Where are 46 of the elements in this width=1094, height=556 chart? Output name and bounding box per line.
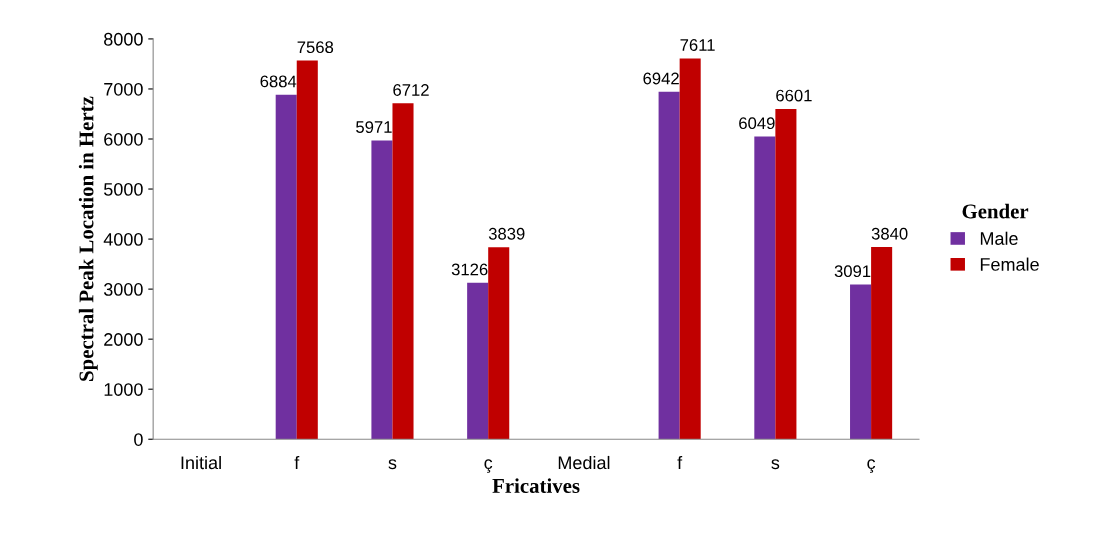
x-tick-label: ç [867,459,876,473]
bar [679,58,701,440]
data-label: 6049 [739,117,775,130]
x-tick-label: s [388,459,397,470]
data-label: 3839 [488,227,525,240]
x-axis-title: Fricatives [492,478,580,493]
x-tick-label: s [771,459,780,470]
data-label: 5971 [356,121,392,133]
y-tick-label: 6000 [104,132,143,146]
legend-label: Female [980,257,1039,271]
data-label: 6601 [776,89,812,102]
y-tick-label: 5000 [104,182,143,196]
bar [392,103,414,440]
data-label: 6942 [643,72,679,85]
bar [871,247,893,440]
data-label: 7568 [297,41,334,54]
legend-label: Male [980,231,1018,245]
y-tick-label: 4000 [103,233,143,246]
x-tick-label: f [677,455,683,469]
data-label: 3091 [834,265,871,278]
x-tick-label: ç [484,459,493,473]
legend-title: Gender [962,203,1029,219]
bar [775,108,797,440]
data-label: 3840 [871,227,908,240]
x-tick-label: Medial [558,455,610,470]
data-label: 7611 [680,39,715,51]
y-tick-label: 1000 [104,383,143,396]
y-tick-label: 0 [134,433,143,446]
bar [488,247,510,440]
y-tick-label: 8000 [104,32,143,46]
bar [850,284,872,440]
data-label: 6884 [260,75,297,88]
bar [754,136,776,440]
bar [275,94,297,440]
y-axis-title: Spectral Peak Location in Hertz [78,96,98,381]
bar [467,282,489,440]
x-tick-label: Initial [181,455,221,470]
y-tick-label: 7000 [104,82,143,96]
bar [371,140,393,440]
y-tick-label: 3000 [103,283,143,296]
bar [658,91,680,440]
y-tick-label: 2000 [104,333,143,346]
bar [296,60,318,440]
data-label: 3126 [451,263,488,276]
x-tick-label: f [294,455,300,469]
data-label: 6712 [393,84,429,96]
